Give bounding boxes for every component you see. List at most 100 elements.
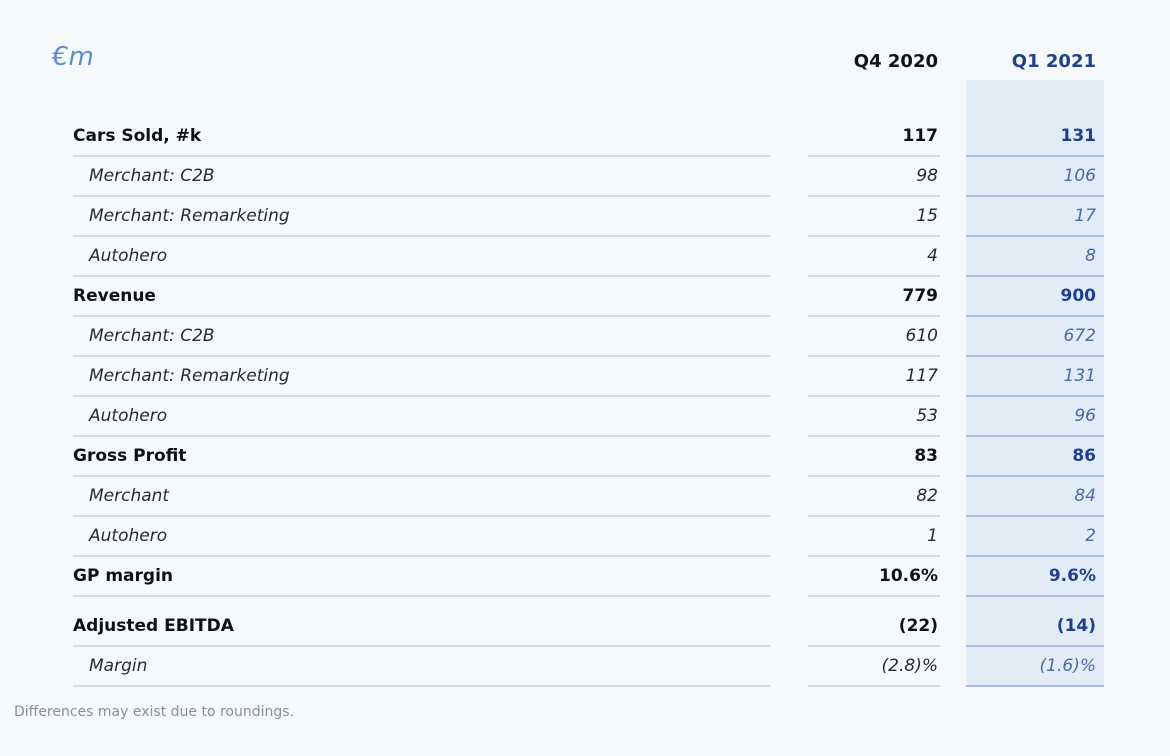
- row-divider: [966, 595, 1104, 597]
- row-value-q1-2021: 2: [1085, 526, 1096, 546]
- row-divider: [966, 275, 1104, 277]
- row-label: Merchant: C2B: [89, 326, 215, 346]
- row-divider: [73, 235, 770, 237]
- row-divider: [808, 515, 940, 517]
- row-value-q4-2020: 779: [902, 286, 939, 306]
- row-divider: [808, 275, 940, 277]
- row-divider: [966, 555, 1104, 557]
- row-value-q4-2020: 4: [927, 246, 938, 266]
- column-header-q1-2021: Q1 2021: [1011, 51, 1096, 72]
- row-label: Adjusted EBITDA: [73, 616, 234, 636]
- row-divider: [808, 595, 940, 597]
- row-value-q1-2021: (14): [1056, 616, 1096, 636]
- table-row: Autohero 53 96: [0, 397, 1170, 437]
- row-divider: [73, 275, 770, 277]
- row-label: Merchant: Remarketing: [89, 366, 290, 386]
- row-divider: [73, 355, 770, 357]
- row-divider: [73, 155, 770, 157]
- row-divider: [808, 645, 940, 647]
- row-value-q4-2020: 10.6%: [879, 566, 938, 586]
- table-row: Merchant: Remarketing 15 17: [0, 197, 1170, 237]
- row-value-q1-2021: 131: [1063, 366, 1096, 386]
- row-label: Gross Profit: [73, 446, 187, 466]
- row-divider: [73, 645, 770, 647]
- row-value-q4-2020: (2.8)%: [881, 656, 938, 676]
- table-row: Autohero 1 2: [0, 517, 1170, 557]
- row-value-q4-2020: 53: [916, 406, 938, 426]
- row-value-q1-2021: 9.6%: [1048, 566, 1096, 586]
- row-divider: [966, 435, 1104, 437]
- row-label: Merchant: Remarketing: [89, 206, 290, 226]
- row-value-q4-2020: 117: [905, 366, 938, 386]
- row-divider: [808, 395, 940, 397]
- row-divider: [966, 515, 1104, 517]
- row-divider: [966, 235, 1104, 237]
- row-value-q1-2021: 86: [1072, 446, 1096, 466]
- row-divider: [73, 685, 770, 687]
- row-divider: [73, 195, 770, 197]
- row-value-q1-2021: 8: [1085, 246, 1096, 266]
- row-divider: [73, 395, 770, 397]
- row-label: Autohero: [89, 246, 168, 266]
- row-value-q1-2021: 672: [1063, 326, 1096, 346]
- row-divider: [808, 235, 940, 237]
- row-value-q4-2020: 98: [916, 166, 938, 186]
- row-divider: [808, 475, 940, 477]
- table-row: Merchant: C2B 610 672: [0, 317, 1170, 357]
- row-value-q4-2020: 83: [914, 446, 938, 466]
- row-divider: [966, 315, 1104, 317]
- row-divider: [966, 355, 1104, 357]
- row-divider: [73, 315, 770, 317]
- row-value-q1-2021: 900: [1060, 286, 1097, 306]
- row-divider: [966, 645, 1104, 647]
- row-label: Merchant: [89, 486, 170, 506]
- row-divider: [73, 515, 770, 517]
- row-value-q4-2020: 610: [905, 326, 938, 346]
- row-label: Cars Sold, #k: [73, 126, 202, 146]
- column-header-q4-2020: Q4 2020: [853, 51, 938, 72]
- row-value-q4-2020: 82: [916, 486, 938, 506]
- row-divider: [808, 155, 940, 157]
- table-row: GP margin 10.6% 9.6%: [0, 557, 1170, 597]
- table-row: Cars Sold, #k 117 131: [0, 117, 1170, 157]
- table-row: Merchant: C2B 98 106: [0, 157, 1170, 197]
- table-row: Merchant 82 84: [0, 477, 1170, 517]
- row-value-q4-2020: 1: [927, 526, 938, 546]
- row-label: Merchant: C2B: [89, 166, 215, 186]
- row-divider: [808, 355, 940, 357]
- row-value-q1-2021: 96: [1074, 406, 1096, 426]
- table-row: Revenue 779 900: [0, 277, 1170, 317]
- row-divider: [966, 475, 1104, 477]
- row-value-q4-2020: (22): [898, 616, 938, 636]
- table-row: Gross Profit 83 86: [0, 437, 1170, 477]
- row-value-q4-2020: 117: [902, 126, 939, 146]
- unit-label: €m: [52, 42, 94, 72]
- row-label: Autohero: [89, 406, 168, 426]
- row-label: Margin: [89, 656, 148, 676]
- row-divider: [73, 555, 770, 557]
- row-value-q1-2021: 17: [1074, 206, 1096, 226]
- footnote: Differences may exist due to roundings.: [14, 704, 295, 720]
- row-divider: [73, 595, 770, 597]
- table-row: Merchant: Remarketing 117 131: [0, 357, 1170, 397]
- row-divider: [966, 195, 1104, 197]
- row-value-q1-2021: 84: [1074, 486, 1096, 506]
- table-row: Autohero 4 8: [0, 237, 1170, 277]
- row-value-q1-2021: (1.6)%: [1039, 656, 1096, 676]
- row-value-q1-2021: 131: [1060, 126, 1097, 146]
- row-divider: [966, 155, 1104, 157]
- row-value-q4-2020: 15: [916, 206, 938, 226]
- row-divider: [808, 555, 940, 557]
- row-divider: [966, 395, 1104, 397]
- table-row: Margin (2.8)% (1.6)%: [0, 647, 1170, 687]
- row-label: GP margin: [73, 566, 173, 586]
- row-divider: [73, 435, 770, 437]
- row-divider: [808, 315, 940, 317]
- q1-2021-highlight-column: [966, 80, 1104, 686]
- row-label: Autohero: [89, 526, 168, 546]
- row-divider: [808, 435, 940, 437]
- row-divider: [966, 685, 1104, 687]
- row-divider: [808, 195, 940, 197]
- table-row: Adjusted EBITDA (22) (14): [0, 607, 1170, 647]
